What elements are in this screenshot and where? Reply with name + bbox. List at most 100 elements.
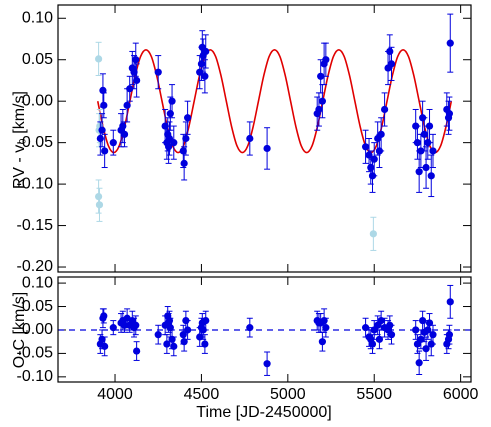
data-point — [377, 316, 385, 325]
data-point — [202, 316, 210, 325]
data-point — [109, 139, 117, 147]
x-tick-label: 5500 — [356, 386, 392, 403]
data-point — [201, 72, 209, 80]
data-point — [361, 324, 370, 332]
data-point — [123, 101, 131, 109]
data-point — [126, 85, 134, 93]
data-point — [98, 335, 106, 343]
data-point — [179, 331, 187, 339]
y-tick-label: -0.05 — [17, 134, 54, 151]
data-point — [367, 163, 375, 172]
plot-frame — [57, 276, 472, 383]
plot-frame — [57, 4, 472, 273]
data-point — [445, 110, 453, 118]
data-point — [132, 56, 140, 64]
data-point — [417, 147, 425, 155]
y-tick-label: 0.10 — [22, 9, 53, 26]
y-tick-label: -0.05 — [17, 345, 54, 362]
data-point — [164, 143, 173, 151]
data-point — [100, 312, 108, 320]
data-point — [446, 298, 454, 306]
data-point — [387, 60, 396, 68]
data-point — [182, 134, 190, 143]
data-point — [420, 130, 428, 138]
data-point — [179, 147, 187, 155]
data-point — [413, 139, 422, 147]
data-point — [369, 230, 377, 238]
data-point — [427, 172, 435, 180]
data-point — [166, 324, 174, 332]
data-point — [322, 324, 330, 332]
y-tick-label: 0.00 — [22, 321, 53, 338]
data-point — [318, 338, 326, 346]
data-point — [95, 55, 103, 63]
data-point — [120, 130, 129, 138]
data-point — [95, 201, 104, 209]
model-curve — [96, 48, 453, 154]
y-tick-label: 0.00 — [22, 92, 53, 109]
data-point — [101, 147, 109, 155]
data-point — [429, 331, 437, 339]
data-point — [96, 134, 104, 143]
data-point — [415, 168, 423, 176]
y-tick-label: -0.15 — [17, 217, 54, 234]
y-axis-label: O-C [km/s] — [11, 292, 28, 368]
data-point — [168, 97, 176, 105]
data-point — [170, 342, 178, 350]
x-tick-label: 5000 — [270, 386, 306, 403]
data-point — [417, 335, 425, 343]
data-point — [180, 338, 188, 346]
data-point — [133, 76, 141, 85]
data-point — [380, 105, 389, 114]
data-point — [415, 359, 423, 367]
data-point — [98, 126, 106, 134]
data-point — [133, 347, 141, 355]
data-point — [370, 155, 378, 163]
data-point — [419, 316, 427, 325]
data-point — [446, 39, 454, 47]
data-point — [263, 144, 271, 153]
data-point — [119, 122, 127, 130]
data-point — [377, 130, 385, 138]
data-point — [165, 316, 174, 325]
data-point — [425, 319, 434, 327]
data-point — [95, 192, 103, 201]
data-point — [246, 134, 254, 143]
data-point — [317, 72, 325, 80]
data-point — [422, 163, 430, 172]
data-point — [201, 340, 209, 348]
data-point — [445, 331, 453, 339]
data-point — [429, 147, 437, 155]
y-tick-label: 0.05 — [22, 51, 53, 68]
data-point — [109, 324, 117, 332]
data-point — [386, 47, 394, 56]
y-tick-label: -0.10 — [17, 368, 54, 385]
data-point — [246, 324, 254, 332]
data-point — [387, 331, 396, 339]
x-tick-label: 6000 — [443, 386, 479, 403]
data-point — [318, 97, 326, 105]
y-tick-label: -0.20 — [17, 258, 54, 275]
data-point — [202, 47, 210, 56]
data-point — [154, 331, 162, 339]
data-point — [322, 56, 330, 64]
x-tick-label: 4000 — [97, 386, 133, 403]
data-point — [166, 110, 174, 118]
data-point — [425, 122, 434, 130]
data-point — [315, 105, 323, 114]
data-point — [184, 326, 192, 334]
data-point — [180, 159, 188, 167]
y-tick-label: 0.05 — [22, 298, 53, 315]
y-tick-label: 0.10 — [22, 274, 53, 291]
data-point — [99, 86, 107, 95]
y-tick-label: -0.10 — [17, 175, 54, 192]
data-point — [170, 139, 178, 147]
x-tick-label: 4500 — [184, 386, 220, 403]
data-point — [361, 143, 370, 151]
data-point — [154, 68, 162, 76]
data-point — [184, 114, 192, 122]
data-point — [163, 340, 171, 348]
y-axis-label: RV - v₀ [km/s] — [11, 91, 28, 189]
data-point — [375, 335, 384, 343]
